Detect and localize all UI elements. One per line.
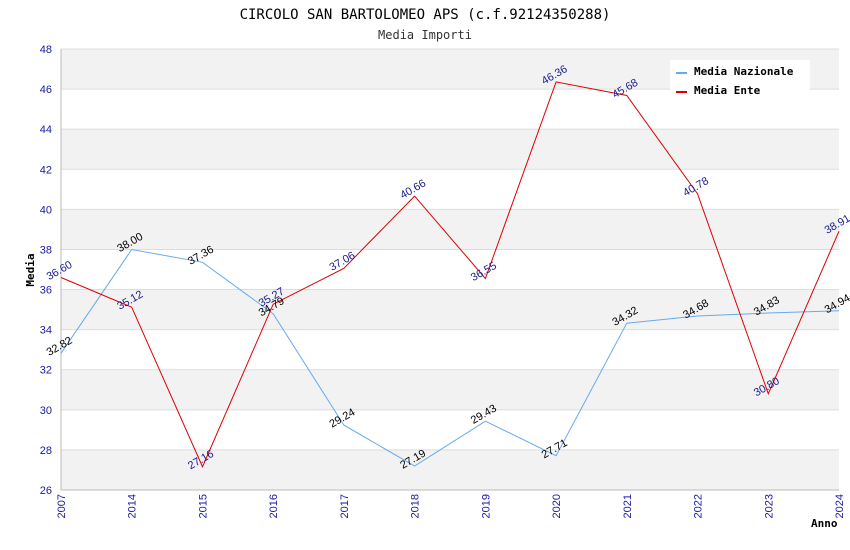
gridlines [61,48,839,491]
y-tick-label: 32 [40,365,52,377]
y-tick-label: 46 [40,84,52,96]
legend-label-media-ente: Media Ente [694,84,761,97]
x-tick-label: 2014 [127,494,139,518]
y-tick-label: 38 [40,244,52,256]
plot-band [61,289,839,330]
x-tick-label: 2016 [268,494,280,518]
y-axis-label: Media [24,253,37,286]
y-tick-label: 40 [40,204,52,216]
x-tick-label: 2021 [622,494,634,518]
data-label: 36.55 [469,260,499,284]
data-label: 37.06 [327,250,357,274]
legend-box [670,60,810,102]
data-labels: 32.8238.0037.3634.7929.2427.1929.4327.71… [45,63,850,472]
series-line-media-nazionale [60,248,840,467]
legend-label-media-nazionale: Media Nazionale [694,65,794,78]
x-tick-label: 2024 [834,494,846,518]
plot-band [61,209,839,250]
x-tick-label: 2007 [56,494,68,518]
data-label: 32.82 [45,335,75,359]
y-tick-label: 44 [40,124,52,136]
legend: Media Nazionale Media Ente [670,60,810,102]
y-tick-label: 34 [40,325,52,337]
y-tick-labels: 26 28 30 32 34 36 38 40 42 44 46 48 [40,44,52,497]
y-tick-label: 26 [40,485,52,497]
x-tick-label: 2022 [693,494,705,518]
y-tick-label: 36 [40,285,52,297]
x-tick-label: 2019 [480,494,492,518]
x-tick-label: 2020 [551,494,563,518]
x-tick-labels: 2007 2014 2015 2016 2017 2018 2019 2020 2021 2022… [56,494,846,518]
plot-band [61,449,839,490]
plot-bands [61,49,839,490]
series-line-media-ente [60,81,840,468]
data-label: 40.78 [681,175,711,199]
x-tick-label: 2017 [339,494,351,518]
y-tick-label: 28 [40,445,52,457]
y-tick-label: 30 [40,405,52,417]
plot-band [61,129,839,170]
chart-title: CIRCOLO SAN BARTOLOMEO APS (c.f.92124350… [240,7,611,23]
y-tick-label: 42 [40,164,52,176]
x-tick-label: 2018 [410,494,422,518]
series-lines [60,81,840,468]
data-label: 36.60 [45,259,75,283]
y-tick-label: 48 [40,44,52,56]
x-axis-label: Anno [811,517,838,530]
x-tick-label: 2023 [763,494,775,518]
plot-band [61,369,839,410]
chart-subtitle: Media Importi [378,28,472,42]
x-tick-label: 2015 [197,494,209,518]
